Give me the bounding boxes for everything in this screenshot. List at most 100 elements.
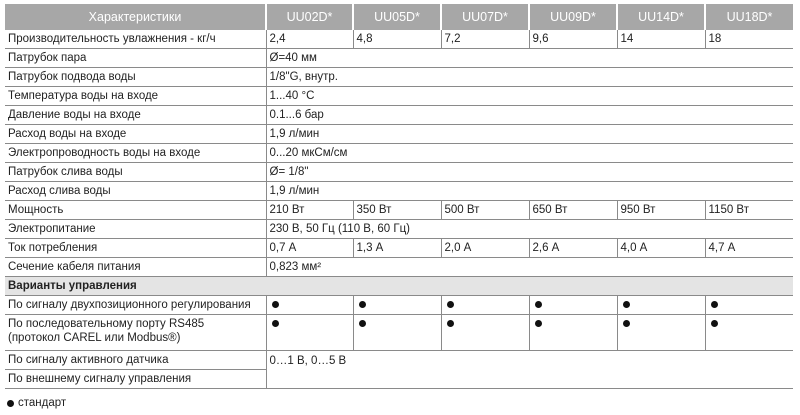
cell <box>352 295 441 315</box>
cell: 1,9 л/мин <box>265 181 793 201</box>
standard-dot-icon <box>446 320 454 327</box>
table-row: Ток потребления 0,7 А 1,3 А 2,0 А 2,6 А 4,0 … <box>5 238 793 258</box>
cell: 2,6 А <box>528 238 617 258</box>
table-row: По сигналу активного датчика 0…1 В, 0…5 В <box>5 350 793 389</box>
legend-label: стандарт <box>18 397 67 409</box>
cell: 4,0 А <box>616 238 705 258</box>
cell: 0…1 В, 0…5 В <box>265 350 793 389</box>
header-characteristics: Характеристики <box>5 4 266 30</box>
header-model: UU14D* <box>616 4 705 30</box>
table-row: Давление воды на входе 0.1...6 бар <box>5 105 793 125</box>
table-row: Расход слива воды 1,9 л/мин <box>5 181 793 201</box>
cell: Ø=40 мм <box>265 48 793 68</box>
standard-dot-icon <box>358 320 366 327</box>
cell <box>704 295 793 315</box>
row-label: По последовательному порту RS485 (протоко… <box>5 314 266 351</box>
cell: 0.1...6 бар <box>265 105 793 125</box>
table-row: Расход воды на входе 1,9 л/мин <box>5 124 793 144</box>
row-label: Давление воды на входе <box>5 105 266 125</box>
cell: 18 <box>704 30 793 49</box>
cell: 500 Вт <box>440 200 529 220</box>
row-label: Патрубок подвода воды <box>5 67 266 87</box>
cell: 1,3 А <box>352 238 441 258</box>
table-row: Патрубок слива воды Ø= 1/8" <box>5 162 793 182</box>
row-label: По сигналу двухпозиционного регулировани… <box>5 295 266 315</box>
standard-dot-icon <box>358 301 366 308</box>
table-row: По сигналу двухпозиционного регулировани… <box>5 295 793 315</box>
table-row: Температура воды на входе 1...40 °C <box>5 86 793 106</box>
cell <box>352 314 441 351</box>
standard-dot-icon <box>534 301 542 308</box>
cell: 950 Вт <box>616 200 705 220</box>
cell <box>265 295 353 315</box>
cell: 350 Вт <box>352 200 441 220</box>
row-label: Электропроводность воды на входе <box>5 143 266 163</box>
table-row: Электропитание 230 В, 50 Гц (110 В, 60 Гц… <box>5 219 793 239</box>
row-label: По внешнему сигналу управления <box>5 369 266 389</box>
cell <box>440 314 529 351</box>
cell: 2,0 А <box>440 238 529 258</box>
row-label: Электропитание <box>5 219 266 239</box>
header-model: UU02D* <box>265 4 353 30</box>
standard-dot-icon <box>7 399 14 407</box>
row-label: Расход воды на входе <box>5 124 266 144</box>
header-row: Характеристики UU02D* UU05D* UU07D* UU09… <box>5 4 793 30</box>
cell <box>704 314 793 351</box>
cell: 210 Вт <box>265 200 353 220</box>
header-model: UU18D* <box>704 4 793 30</box>
header-model: UU07D* <box>440 4 529 30</box>
cell: 0...20 мкСм/см <box>265 143 793 163</box>
standard-dot-icon <box>271 301 279 308</box>
cell: 9,6 <box>528 30 617 49</box>
table-row: Мощность 210 Вт 350 Вт 500 Вт 650 Вт 950 Вт 1… <box>5 200 793 220</box>
standard-dot-icon <box>271 320 279 327</box>
standard-dot-icon <box>710 301 718 308</box>
label-line: По последовательному порту RS485 <box>8 318 205 330</box>
cell <box>440 295 529 315</box>
row-label: Патрубок слива воды <box>5 162 266 182</box>
cell: 4,8 <box>352 30 441 49</box>
table-row: По последовательному порту RS485 (протоко… <box>5 314 793 351</box>
row-label: Патрубок пара <box>5 48 266 68</box>
row-label: Расход слива воды <box>5 181 266 201</box>
table-row: Сечение кабеля питания 0,823 мм² <box>5 257 793 277</box>
cell: 1150 Вт <box>704 200 793 220</box>
standard-dot-icon <box>622 320 630 327</box>
legend: стандарт <box>5 397 66 409</box>
table-row: По внешнему сигналу управления <box>5 369 793 389</box>
cell: 14 <box>616 30 705 49</box>
header-model: UU05D* <box>352 4 441 30</box>
cell: 7,2 <box>440 30 529 49</box>
standard-dot-icon <box>622 301 630 308</box>
standard-dot-icon <box>446 301 454 308</box>
row-label: Ток потребления <box>5 238 266 258</box>
cell <box>616 314 705 351</box>
header-model: UU09D* <box>528 4 617 30</box>
table-row: Патрубок пара Ø=40 мм <box>5 48 793 68</box>
label-line: (протокол CAREL или Modbus®) <box>8 332 181 344</box>
row-label: Мощность <box>5 200 266 220</box>
row-label: По сигналу активного датчика <box>5 350 266 370</box>
cell: 1/8"G, внутр. <box>265 67 793 87</box>
spec-table: Характеристики UU02D* UU05D* UU07D* UU09… <box>5 4 793 389</box>
section-title: Варианты управления <box>5 276 793 296</box>
cell <box>265 314 353 351</box>
cell: 1,9 л/мин <box>265 124 793 144</box>
table-row: Электропроводность воды на входе 0...20 м… <box>5 143 793 163</box>
cell: Ø= 1/8" <box>265 162 793 182</box>
standard-dot-icon <box>710 320 718 327</box>
cell: 1...40 °C <box>265 86 793 106</box>
cell: 0,823 мм² <box>265 257 793 277</box>
cell <box>616 295 705 315</box>
cell <box>528 295 617 315</box>
cell: 0,7 А <box>265 238 353 258</box>
cell: 4,7 А <box>704 238 793 258</box>
row-label: Производительность увлажнения - кг/ч <box>5 30 266 49</box>
cell: 2,4 <box>265 30 353 49</box>
section-row: Варианты управления <box>5 276 793 296</box>
cell <box>528 314 617 351</box>
table-row: Производительность увлажнения - кг/ч 2,4… <box>5 30 793 49</box>
cell: 230 В, 50 Гц (110 В, 60 Гц) <box>265 219 793 239</box>
row-label: Температура воды на входе <box>5 86 266 106</box>
cell: 650 Вт <box>528 200 617 220</box>
